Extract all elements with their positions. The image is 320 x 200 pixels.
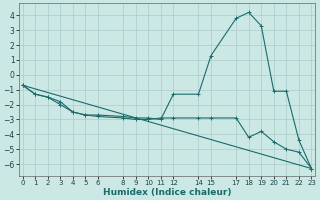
X-axis label: Humidex (Indice chaleur): Humidex (Indice chaleur) xyxy=(103,188,231,197)
